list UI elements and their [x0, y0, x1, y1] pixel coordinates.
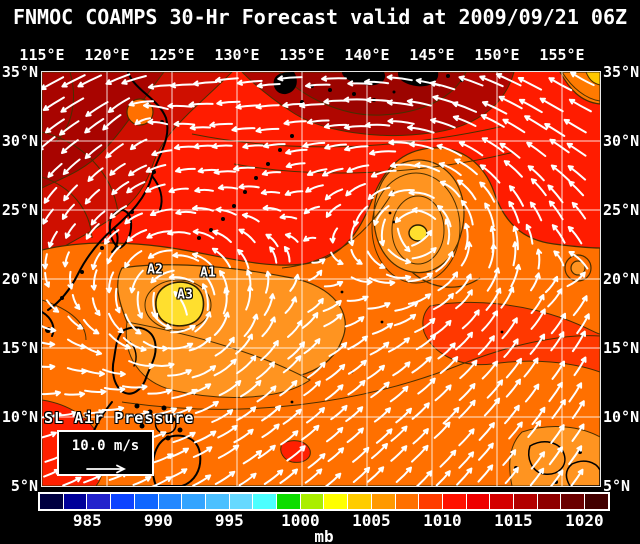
colorbar-tick: 1005 [352, 511, 391, 530]
wind-speed-value: 10.0 m/s [71, 438, 140, 454]
lat-label-left: 5°N [10, 477, 38, 495]
colorbar-segment [181, 494, 205, 509]
lat-label-right: 10°N [603, 408, 640, 426]
lon-label: 150°E [474, 46, 520, 64]
lon-label: 130°E [214, 46, 260, 64]
wind-arrows [42, 72, 595, 486]
colorbar-segment [370, 494, 395, 509]
colorbar-segment [299, 494, 324, 509]
wind-arrow-icon [86, 464, 127, 474]
colorbar-segment [157, 494, 182, 509]
colorbar-tick: 985 [72, 511, 102, 530]
page-title: FNMOC COAMPS 30-Hr Forecast valid at 200… [12, 5, 628, 29]
storm-label-a2: A2 [147, 262, 163, 278]
colorbar-segment [228, 494, 253, 509]
colorbar-tick: 990 [143, 511, 173, 530]
wind-streaks [42, 72, 595, 486]
colorbar-segment [560, 494, 585, 509]
pressure-colorbar [38, 492, 610, 511]
colorbar-segment [86, 494, 111, 509]
lat-label-left: 10°N [1, 408, 38, 426]
lat-label-left: 35°N [1, 63, 38, 81]
lat-label-left: 30°N [1, 132, 38, 150]
wind-speed-legend: 10.0 m/s [57, 430, 154, 476]
colorbar-segment [204, 494, 229, 509]
lat-label-left: 15°N [1, 339, 38, 357]
lat-label-right: 20°N [603, 270, 640, 288]
colorbar-segment [62, 494, 87, 509]
lat-label-right: 5°N [603, 477, 631, 495]
colorbar-tick: 1000 [281, 511, 320, 530]
storm-label-a1: A1 [200, 265, 216, 281]
colorbar-segment [394, 494, 419, 509]
colorbar-segment [110, 494, 134, 509]
colorbar-unit: mb [314, 527, 334, 544]
lat-label-left: 20°N [1, 270, 38, 288]
colorbar-segment [489, 494, 514, 509]
colorbar-segment [513, 494, 537, 509]
lon-label: 120°E [84, 46, 130, 64]
colorbar-segment [347, 494, 371, 509]
colorbar-tick: 995 [214, 511, 244, 530]
lat-label-right: 15°N [603, 339, 640, 357]
lat-label-right: 30°N [603, 132, 640, 150]
colorbar-ticks: 985 990 995 1000 1005 1010 1015 1020 [38, 511, 610, 530]
colorbar-segment [418, 494, 442, 509]
lat-label-left: 25°N [1, 201, 38, 219]
lon-label: 125°E [149, 46, 195, 64]
colorbar-segment [441, 494, 466, 509]
colorbar-segment [252, 494, 277, 509]
colorbar-segment [133, 494, 158, 509]
colorbar-tick: 1015 [494, 511, 533, 530]
lat-label-right: 35°N [603, 63, 640, 81]
lon-label: 135°E [279, 46, 325, 64]
colorbar-segment [584, 494, 608, 509]
pressure-field-svg [42, 72, 600, 486]
pressure-map [41, 71, 601, 487]
lon-label: 140°E [344, 46, 390, 64]
colorbar-segments [40, 494, 608, 509]
lon-label: 115°E [19, 46, 65, 64]
colorbar-segment [465, 494, 490, 509]
colorbar-tick: 1020 [565, 511, 604, 530]
storm-label-a3: A3 [177, 287, 193, 303]
colorbar-segment [276, 494, 300, 509]
lat-label-right: 25°N [603, 201, 640, 219]
colorbar-tick: 1010 [423, 511, 462, 530]
colorbar-segment [536, 494, 561, 509]
lon-label: 145°E [409, 46, 455, 64]
colorbar-segment [40, 494, 63, 509]
lon-label: 155°E [539, 46, 585, 64]
graticule [42, 72, 600, 486]
field-label: SL Air Pressure [44, 409, 195, 427]
colorbar-segment [323, 494, 348, 509]
